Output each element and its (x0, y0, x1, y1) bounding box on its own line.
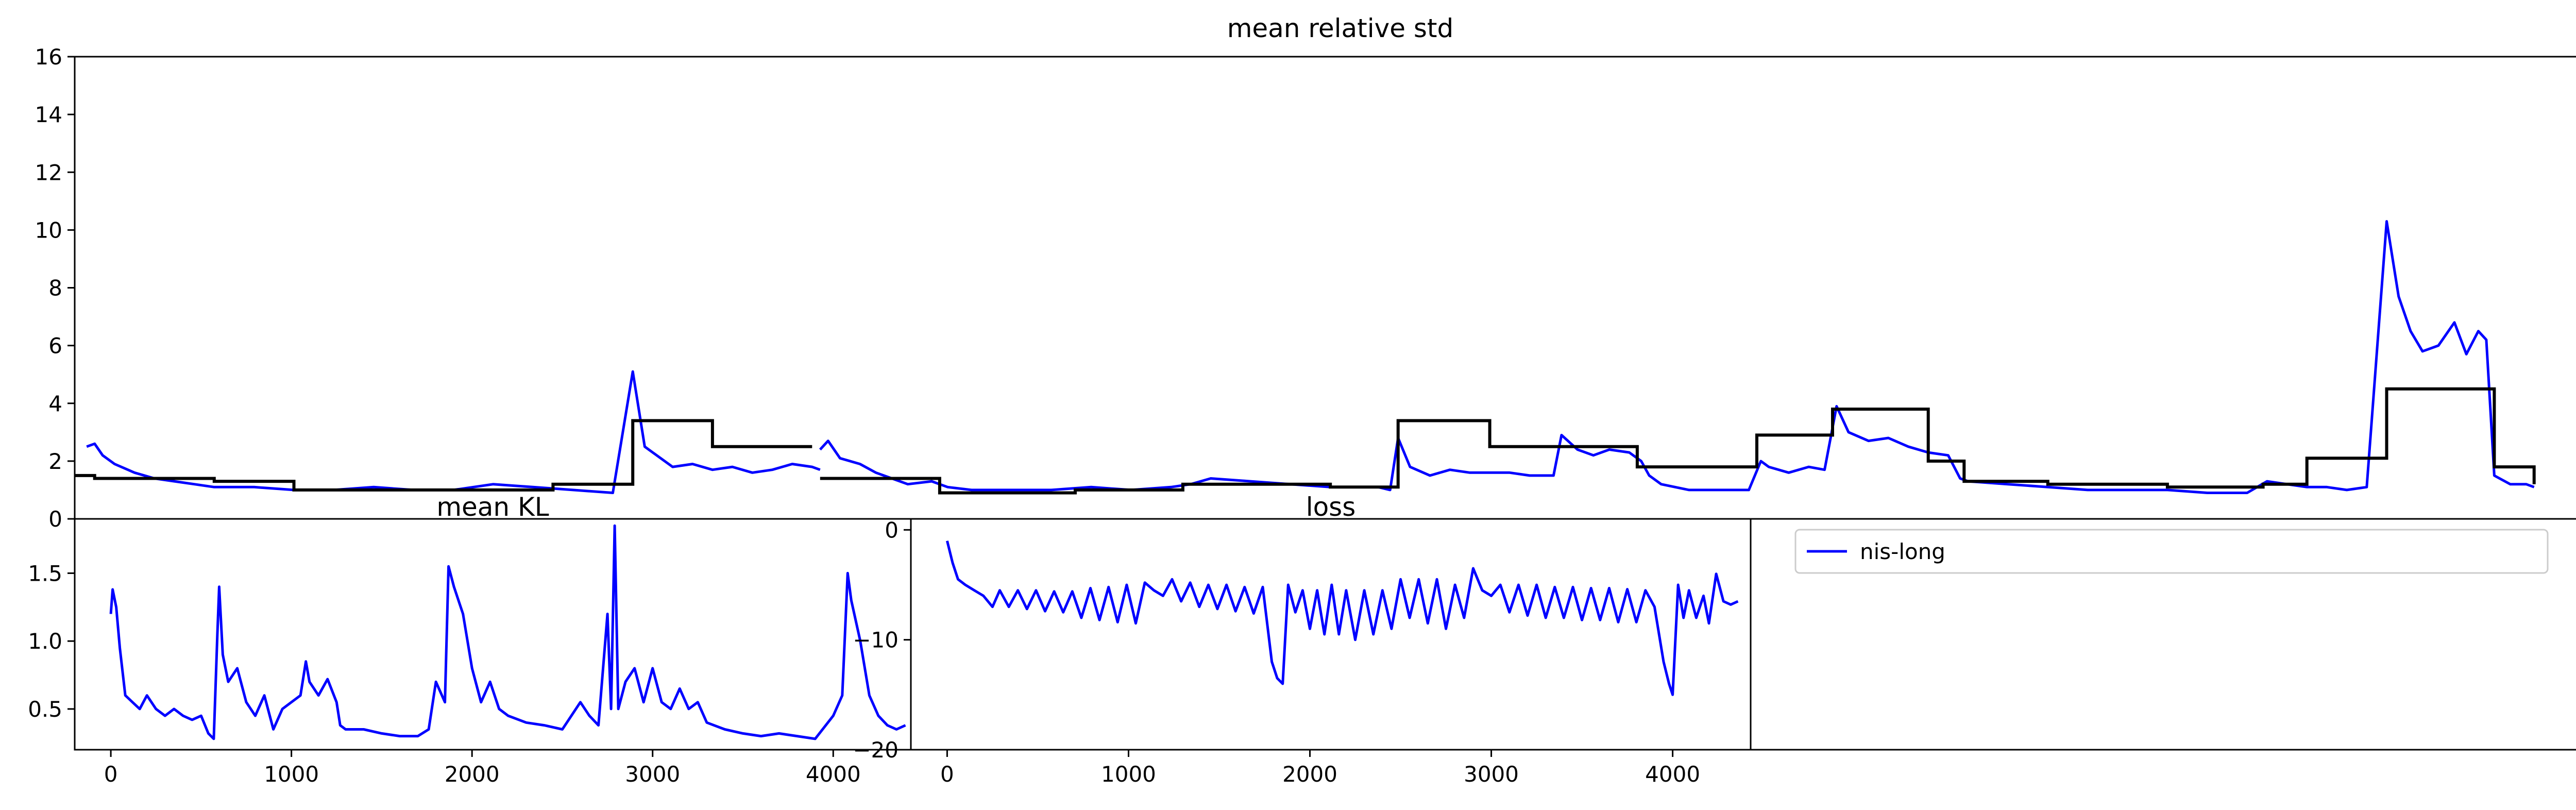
chart-mean-kl: 0.5 1.0 1.5 0 1000 2000 3000 4000 mean KL (28, 492, 912, 787)
legend-box (1794, 529, 2549, 574)
loss-xtick-label-2: 2000 (1282, 762, 1337, 787)
kl-ytick-label-2: 1.5 (28, 561, 62, 586)
kl-xtick-label-3: 3000 (625, 762, 680, 787)
kl-xtick-label-4: 4000 (806, 762, 861, 787)
legend: nis-long (1750, 518, 2576, 751)
std-step-line-0 (820, 387, 2536, 495)
std-step-line-1 (75, 419, 812, 492)
kl-chart-title: mean KL (436, 492, 549, 522)
std-ytick-label-2: 4 (48, 391, 62, 416)
loss-xtick-label-3: 3000 (1464, 762, 1519, 787)
loss-ytick-label-2: −20 (853, 737, 899, 763)
loss-chart-title: loss (1306, 492, 1356, 522)
std-ytick-label-3: 6 (48, 333, 62, 359)
kl-series-line-0 (109, 524, 906, 740)
loss-xtick-label-4: 4000 (1645, 762, 1700, 787)
loss-ytick-label-0: 0 (885, 517, 899, 543)
kl-xtick-label-1: 1000 (264, 762, 319, 787)
std-ytick-label-5: 10 (35, 217, 62, 243)
std-ytick-label-0: 0 (48, 507, 62, 532)
loss-xtick-label-0: 0 (940, 762, 954, 787)
kl-ytick-label-0: 0.5 (28, 697, 62, 722)
kl-xtick-label-0: 0 (104, 762, 118, 787)
kl-xtick-label-2: 2000 (445, 762, 500, 787)
std-ytick-label-6: 12 (35, 160, 62, 185)
std-ytick-label-8: 16 (35, 44, 62, 70)
loss-series-line-0 (945, 541, 1739, 696)
std-ytick-label-7: 14 (35, 102, 62, 127)
loss-ytick-label-1: −10 (853, 628, 899, 653)
loss-xtick-label-1: 1000 (1101, 762, 1156, 787)
std-chart-title: mean relative std (1227, 13, 1454, 43)
kl-ytick-label-1: 1.0 (28, 629, 62, 654)
chart-loss: 0 −10 −20 0 1000 2000 3000 4000 loss (853, 492, 1752, 787)
chart-mean-relative-std: 0 2 4 6 8 10 12 14 16 mean relative std (35, 13, 2576, 532)
legend-label-0: nis-long (1860, 539, 1945, 564)
std-ytick-label-4: 8 (48, 276, 62, 301)
std-ytick-label-1: 2 (48, 449, 62, 474)
